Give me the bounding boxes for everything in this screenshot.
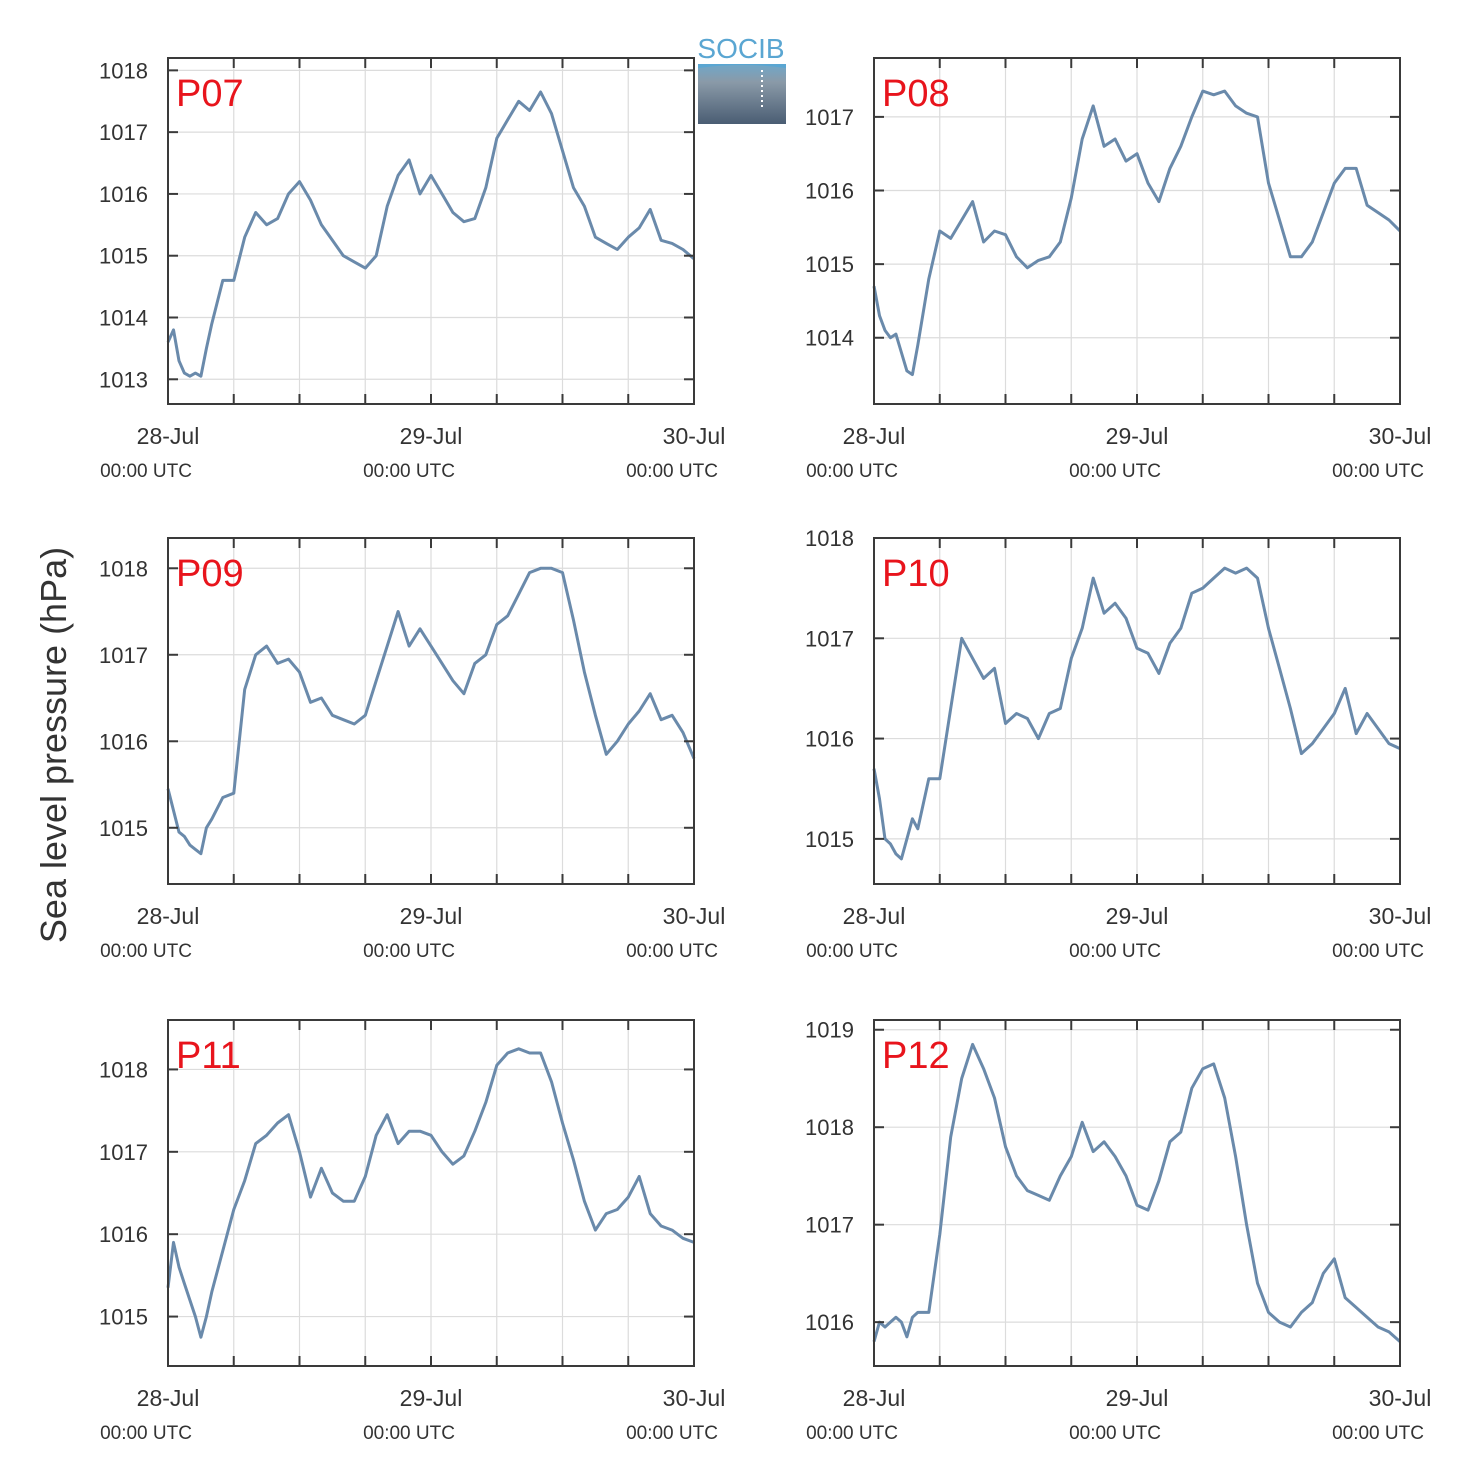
- x-tick-sublabel: 00:00 UTC: [626, 1423, 718, 1444]
- x-tick-label: 28-Jul: [137, 903, 200, 929]
- y-tick-label: 1018: [99, 1057, 148, 1082]
- series-line: [166, 90, 695, 378]
- x-tick-sublabel: 00:00 UTC: [1069, 1423, 1161, 1444]
- x-tick-sublabel: 00:00 UTC: [626, 461, 718, 482]
- x-tick-sublabel: 00:00 UTC: [1332, 1423, 1424, 1444]
- y-tick-label: 1015: [805, 827, 854, 852]
- y-tick-label: 1017: [99, 120, 148, 145]
- panel-p10: 1015 1016 1017 1018 28-Jul 00:00 UTC 29-Jul 00:…: [805, 526, 1431, 962]
- y-tick-label: 1015: [99, 1305, 148, 1330]
- x-tick-sublabel: 00:00 UTC: [100, 461, 192, 482]
- x-tick-label: 28-Jul: [843, 423, 906, 449]
- y-tick-label: 1016: [99, 1222, 148, 1247]
- x-tick-sublabel: 00:00 UTC: [100, 1423, 192, 1444]
- y-tick-label: 1017: [99, 643, 148, 668]
- series-line: [872, 566, 1401, 861]
- x-tick-label: 28-Jul: [843, 903, 906, 929]
- y-tick-label: 1018: [805, 1115, 854, 1140]
- y-tick-label: 1014: [99, 306, 148, 331]
- x-tick-sublabel: 00:00 UTC: [1332, 941, 1424, 962]
- y-tick-label: 1013: [99, 367, 148, 392]
- x-tick-label: 28-Jul: [137, 1385, 200, 1411]
- y-tick-label: 1018: [805, 526, 854, 551]
- x-tick-sublabel: 00:00 UTC: [806, 1423, 898, 1444]
- y-tick-label: 1017: [805, 105, 854, 130]
- panel-label: P09: [176, 553, 244, 595]
- y-tick-label: 1018: [99, 58, 148, 83]
- panel-p07: 1013 1014 1015 1016 1017 1018 28-Jul 00:00 UTC 2…: [99, 57, 726, 482]
- x-tick-sublabel: 00:00 UTC: [806, 941, 898, 962]
- y-tick-label: 1017: [805, 1213, 854, 1238]
- panels: 1013 1014 1015 1016 1017 1018 28-Jul 00:00 UTC 2…: [99, 57, 1432, 1444]
- panel-label: P08: [882, 73, 950, 115]
- y-tick-label: 1016: [99, 729, 148, 754]
- y-tick-label: 1016: [99, 182, 148, 207]
- y-tick-label: 1017: [99, 1140, 148, 1165]
- y-tick-label: 1016: [805, 179, 854, 204]
- x-tick-sublabel: 00:00 UTC: [1069, 941, 1161, 962]
- logo-wave-top: [698, 64, 786, 68]
- x-tick-label: 30-Jul: [663, 423, 726, 449]
- x-tick-sublabel: 00:00 UTC: [1069, 461, 1161, 482]
- x-tick-label: 30-Jul: [663, 1385, 726, 1411]
- x-tick-label: 30-Jul: [1369, 423, 1432, 449]
- y-tick-label: 1016: [805, 1310, 854, 1335]
- x-tick-sublabel: 00:00 UTC: [100, 941, 192, 962]
- x-tick-label: 30-Jul: [1369, 1385, 1432, 1411]
- x-tick-label: 29-Jul: [400, 1385, 463, 1411]
- x-tick-label: 29-Jul: [400, 903, 463, 929]
- series-line: [166, 1047, 695, 1339]
- y-tick-label: 1015: [805, 252, 854, 277]
- panel-label: P12: [882, 1035, 950, 1077]
- y-tick-label: 1016: [805, 727, 854, 752]
- x-tick-label: 28-Jul: [137, 423, 200, 449]
- x-tick-sublabel: 00:00 UTC: [363, 461, 455, 482]
- y-tick-label: 1014: [805, 326, 854, 351]
- panel-p11: 1015 1016 1017 1018 28-Jul 00:00 UTC 29-Jul 00:…: [99, 1019, 726, 1444]
- logo-wave: [698, 64, 786, 124]
- logo-text: SOCIB: [697, 33, 784, 64]
- socib-logo: SOCIB: [697, 33, 786, 124]
- y-tick-label: 1015: [99, 244, 148, 269]
- x-tick-label: 30-Jul: [663, 903, 726, 929]
- y-tick-label: 1015: [99, 816, 148, 841]
- panel-label: P11: [176, 1035, 241, 1077]
- series-line: [872, 1042, 1401, 1343]
- x-tick-label: 29-Jul: [1106, 423, 1169, 449]
- x-tick-sublabel: 00:00 UTC: [626, 941, 718, 962]
- x-tick-label: 28-Jul: [843, 1385, 906, 1411]
- x-tick-sublabel: 00:00 UTC: [806, 461, 898, 482]
- panel-p09: 1015 1016 1017 1018 28-Jul 00:00 UTC 29-Jul 00:…: [99, 537, 726, 962]
- series-line: [166, 566, 696, 856]
- x-tick-sublabel: 00:00 UTC: [1332, 461, 1424, 482]
- y-axis-label: Sea level pressure (hPa): [33, 547, 74, 943]
- y-tick-label: 1018: [99, 556, 148, 581]
- y-tick-label: 1019: [805, 1018, 854, 1043]
- panel-p08: 1014 1015 1016 1017 28-Jul 00:00 UTC 29-Jul 00:…: [805, 57, 1432, 482]
- x-tick-sublabel: 00:00 UTC: [363, 1423, 455, 1444]
- x-tick-label: 29-Jul: [400, 423, 463, 449]
- panel-label: P10: [882, 553, 950, 595]
- panel-p12: 1016 1017 1018 1019 28-Jul 00:00 UTC 29-Jul 00:…: [805, 1018, 1431, 1444]
- x-tick-label: 29-Jul: [1106, 1385, 1169, 1411]
- x-tick-label: 30-Jul: [1369, 903, 1432, 929]
- y-tick-label: 1017: [805, 626, 854, 651]
- x-tick-label: 29-Jul: [1106, 903, 1169, 929]
- x-tick-sublabel: 00:00 UTC: [363, 941, 455, 962]
- series-line: [872, 89, 1402, 377]
- panel-label: P07: [176, 73, 244, 115]
